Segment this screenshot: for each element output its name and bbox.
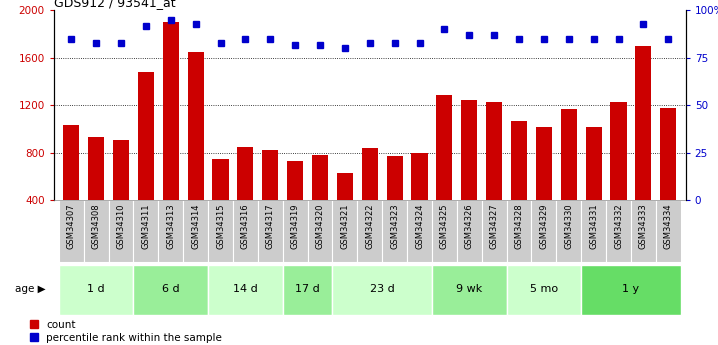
Bar — [163, 22, 179, 248]
Bar — [138, 72, 154, 248]
Bar — [358, 200, 382, 262]
Text: 5 mo: 5 mo — [530, 284, 558, 294]
Bar — [486, 102, 502, 248]
Bar — [159, 200, 183, 262]
Bar — [511, 121, 527, 248]
Bar — [635, 46, 651, 248]
Text: GSM34328: GSM34328 — [515, 203, 523, 249]
Bar — [307, 200, 332, 262]
Bar — [561, 109, 577, 248]
Text: GSM34323: GSM34323 — [390, 203, 399, 249]
Bar — [556, 200, 581, 262]
Bar — [59, 200, 84, 262]
Bar — [437, 95, 452, 248]
Text: 1 y: 1 y — [623, 284, 640, 294]
Bar — [108, 200, 134, 262]
Bar — [631, 200, 656, 262]
Bar — [531, 200, 556, 262]
Bar — [283, 265, 332, 315]
Text: GSM34310: GSM34310 — [116, 203, 126, 249]
Bar — [59, 265, 134, 315]
Bar — [407, 200, 432, 262]
Bar — [134, 200, 159, 262]
Bar — [262, 150, 279, 248]
Bar — [113, 140, 129, 248]
Bar — [457, 200, 482, 262]
Text: GSM34321: GSM34321 — [340, 203, 350, 249]
Text: 23 d: 23 d — [370, 284, 395, 294]
Legend: count, percentile rank within the sample: count, percentile rank within the sample — [29, 319, 222, 343]
Bar — [432, 265, 507, 315]
Text: GSM34308: GSM34308 — [92, 203, 101, 249]
Bar — [581, 265, 681, 315]
Bar — [183, 200, 208, 262]
Bar — [507, 200, 531, 262]
Text: GSM34316: GSM34316 — [241, 203, 250, 249]
Bar — [134, 265, 208, 315]
Text: GSM34313: GSM34313 — [167, 203, 175, 249]
Bar — [337, 173, 353, 248]
Text: 17 d: 17 d — [295, 284, 320, 294]
Bar — [208, 200, 233, 262]
Text: GSM34324: GSM34324 — [415, 203, 424, 249]
Text: GSM34330: GSM34330 — [564, 203, 573, 249]
Bar — [88, 137, 104, 248]
Text: GSM34333: GSM34333 — [639, 203, 648, 249]
Text: GSM34315: GSM34315 — [216, 203, 225, 249]
Bar — [362, 148, 378, 248]
Text: GSM34319: GSM34319 — [291, 203, 299, 249]
Bar — [84, 200, 108, 262]
Bar — [461, 100, 477, 248]
Bar — [382, 200, 407, 262]
Bar — [432, 200, 457, 262]
Text: GDS912 / 93541_at: GDS912 / 93541_at — [54, 0, 175, 9]
Text: 14 d: 14 d — [233, 284, 258, 294]
Text: GSM34326: GSM34326 — [465, 203, 474, 249]
Text: GSM34331: GSM34331 — [589, 203, 598, 249]
Bar — [536, 127, 552, 248]
Bar — [482, 200, 507, 262]
Text: 6 d: 6 d — [162, 284, 180, 294]
Text: GSM34314: GSM34314 — [191, 203, 200, 249]
Bar — [312, 155, 328, 248]
Bar — [606, 200, 631, 262]
Bar — [187, 52, 204, 248]
Bar — [332, 265, 432, 315]
Bar — [63, 125, 80, 248]
Text: GSM34311: GSM34311 — [141, 203, 150, 249]
Text: age ▶: age ▶ — [15, 284, 46, 294]
Bar — [386, 156, 403, 248]
Bar — [656, 200, 681, 262]
Text: GSM34332: GSM34332 — [614, 203, 623, 249]
Bar — [610, 102, 627, 248]
Bar — [258, 200, 283, 262]
Text: GSM34329: GSM34329 — [539, 203, 549, 249]
Text: 9 wk: 9 wk — [456, 284, 482, 294]
Bar — [283, 200, 307, 262]
Text: GSM34320: GSM34320 — [315, 203, 325, 249]
Bar — [586, 127, 602, 248]
Bar — [507, 265, 581, 315]
Bar — [332, 200, 358, 262]
Bar — [208, 265, 283, 315]
Text: GSM34307: GSM34307 — [67, 203, 76, 249]
Bar — [213, 159, 228, 248]
Bar — [233, 200, 258, 262]
Text: GSM34334: GSM34334 — [663, 203, 673, 249]
Bar — [287, 161, 303, 248]
Text: GSM34327: GSM34327 — [490, 203, 498, 249]
Text: GSM34322: GSM34322 — [365, 203, 374, 249]
Bar — [660, 108, 676, 248]
Text: GSM34317: GSM34317 — [266, 203, 275, 249]
Bar — [411, 152, 428, 248]
Bar — [238, 147, 253, 248]
Bar — [581, 200, 606, 262]
Text: 1 d: 1 d — [88, 284, 105, 294]
Text: GSM34325: GSM34325 — [440, 203, 449, 249]
